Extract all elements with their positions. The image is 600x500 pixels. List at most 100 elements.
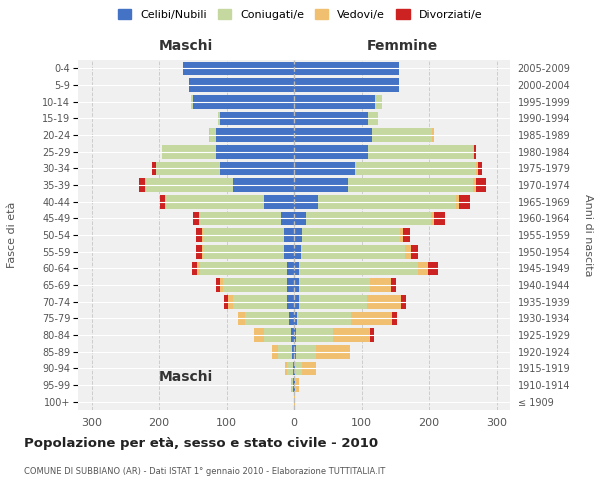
Bar bbox=[473, 145, 474, 158]
Bar bbox=[287, 362, 293, 375]
Bar bbox=[433, 128, 434, 142]
Bar bbox=[290, 328, 294, 342]
Bar bbox=[294, 278, 299, 292]
Bar bbox=[220, 112, 294, 125]
Bar bbox=[348, 178, 473, 192]
Bar bbox=[294, 212, 306, 225]
Bar bbox=[220, 278, 223, 292]
Bar bbox=[370, 328, 374, 342]
Bar bbox=[217, 128, 294, 142]
Bar bbox=[418, 262, 428, 275]
Bar bbox=[411, 245, 418, 258]
Bar bbox=[391, 278, 396, 292]
Text: Femmine: Femmine bbox=[367, 38, 437, 52]
Bar bbox=[155, 162, 220, 175]
Bar bbox=[160, 195, 165, 208]
Bar bbox=[333, 328, 370, 342]
Text: Popolazione per età, sesso e stato civile - 2010: Popolazione per età, sesso e stato civil… bbox=[24, 438, 378, 450]
Bar bbox=[476, 162, 478, 175]
Bar bbox=[367, 295, 401, 308]
Text: Anni di nascita: Anni di nascita bbox=[583, 194, 593, 276]
Bar bbox=[139, 178, 145, 192]
Bar bbox=[196, 245, 202, 258]
Bar bbox=[294, 295, 299, 308]
Text: Fasce di età: Fasce di età bbox=[7, 202, 17, 268]
Bar bbox=[294, 62, 398, 75]
Bar bbox=[202, 228, 203, 242]
Bar bbox=[294, 128, 371, 142]
Bar bbox=[278, 345, 292, 358]
Bar bbox=[474, 145, 476, 158]
Bar bbox=[478, 162, 482, 175]
Bar bbox=[285, 362, 287, 375]
Bar bbox=[317, 195, 456, 208]
Bar bbox=[294, 95, 375, 108]
Bar bbox=[245, 312, 289, 325]
Bar bbox=[233, 178, 294, 192]
Bar bbox=[302, 362, 316, 375]
Bar bbox=[217, 145, 294, 158]
Bar bbox=[287, 262, 294, 275]
Bar bbox=[428, 262, 438, 275]
Text: Maschi: Maschi bbox=[159, 38, 213, 52]
Bar bbox=[294, 312, 298, 325]
Bar bbox=[306, 212, 431, 225]
Bar bbox=[263, 328, 290, 342]
Bar bbox=[292, 345, 294, 358]
Bar bbox=[203, 228, 284, 242]
Bar bbox=[295, 362, 302, 375]
Bar bbox=[403, 228, 410, 242]
Bar bbox=[163, 145, 217, 158]
Bar bbox=[293, 362, 294, 375]
Bar bbox=[473, 178, 476, 192]
Bar bbox=[263, 195, 294, 208]
Bar bbox=[202, 245, 203, 258]
Bar bbox=[192, 262, 197, 275]
Bar bbox=[368, 112, 379, 125]
Bar bbox=[352, 312, 392, 325]
Bar bbox=[294, 378, 295, 392]
Bar bbox=[456, 195, 460, 208]
Bar bbox=[191, 95, 193, 108]
Bar bbox=[434, 212, 445, 225]
Bar bbox=[293, 378, 294, 392]
Bar bbox=[476, 178, 487, 192]
Bar bbox=[295, 378, 296, 392]
Bar bbox=[294, 245, 301, 258]
Bar bbox=[284, 228, 294, 242]
Bar bbox=[316, 345, 350, 358]
Bar bbox=[375, 95, 382, 108]
Bar bbox=[165, 195, 166, 208]
Bar bbox=[294, 328, 296, 342]
Bar bbox=[296, 328, 333, 342]
Bar bbox=[152, 162, 155, 175]
Bar bbox=[296, 378, 299, 392]
Bar bbox=[190, 78, 294, 92]
Bar bbox=[199, 212, 281, 225]
Bar bbox=[294, 195, 317, 208]
Bar bbox=[238, 312, 245, 325]
Bar bbox=[371, 128, 433, 142]
Bar bbox=[196, 228, 202, 242]
Bar bbox=[294, 112, 368, 125]
Bar bbox=[199, 262, 287, 275]
Bar bbox=[223, 278, 287, 292]
Bar bbox=[166, 195, 263, 208]
Bar bbox=[217, 278, 220, 292]
Bar bbox=[281, 212, 294, 225]
Bar bbox=[203, 245, 284, 258]
Bar bbox=[284, 245, 294, 258]
Bar bbox=[182, 62, 294, 75]
Bar bbox=[392, 312, 397, 325]
Bar bbox=[294, 262, 299, 275]
Bar bbox=[146, 178, 233, 192]
Bar bbox=[218, 112, 220, 125]
Bar bbox=[193, 212, 199, 225]
Bar bbox=[209, 128, 217, 142]
Bar bbox=[294, 395, 295, 408]
Bar bbox=[296, 345, 316, 358]
Bar bbox=[294, 162, 355, 175]
Bar bbox=[299, 278, 370, 292]
Bar bbox=[406, 245, 411, 258]
Text: COMUNE DI SUBBIANO (AR) - Dati ISTAT 1° gennaio 2010 - Elaborazione TUTTITALIA.I: COMUNE DI SUBBIANO (AR) - Dati ISTAT 1° … bbox=[24, 468, 385, 476]
